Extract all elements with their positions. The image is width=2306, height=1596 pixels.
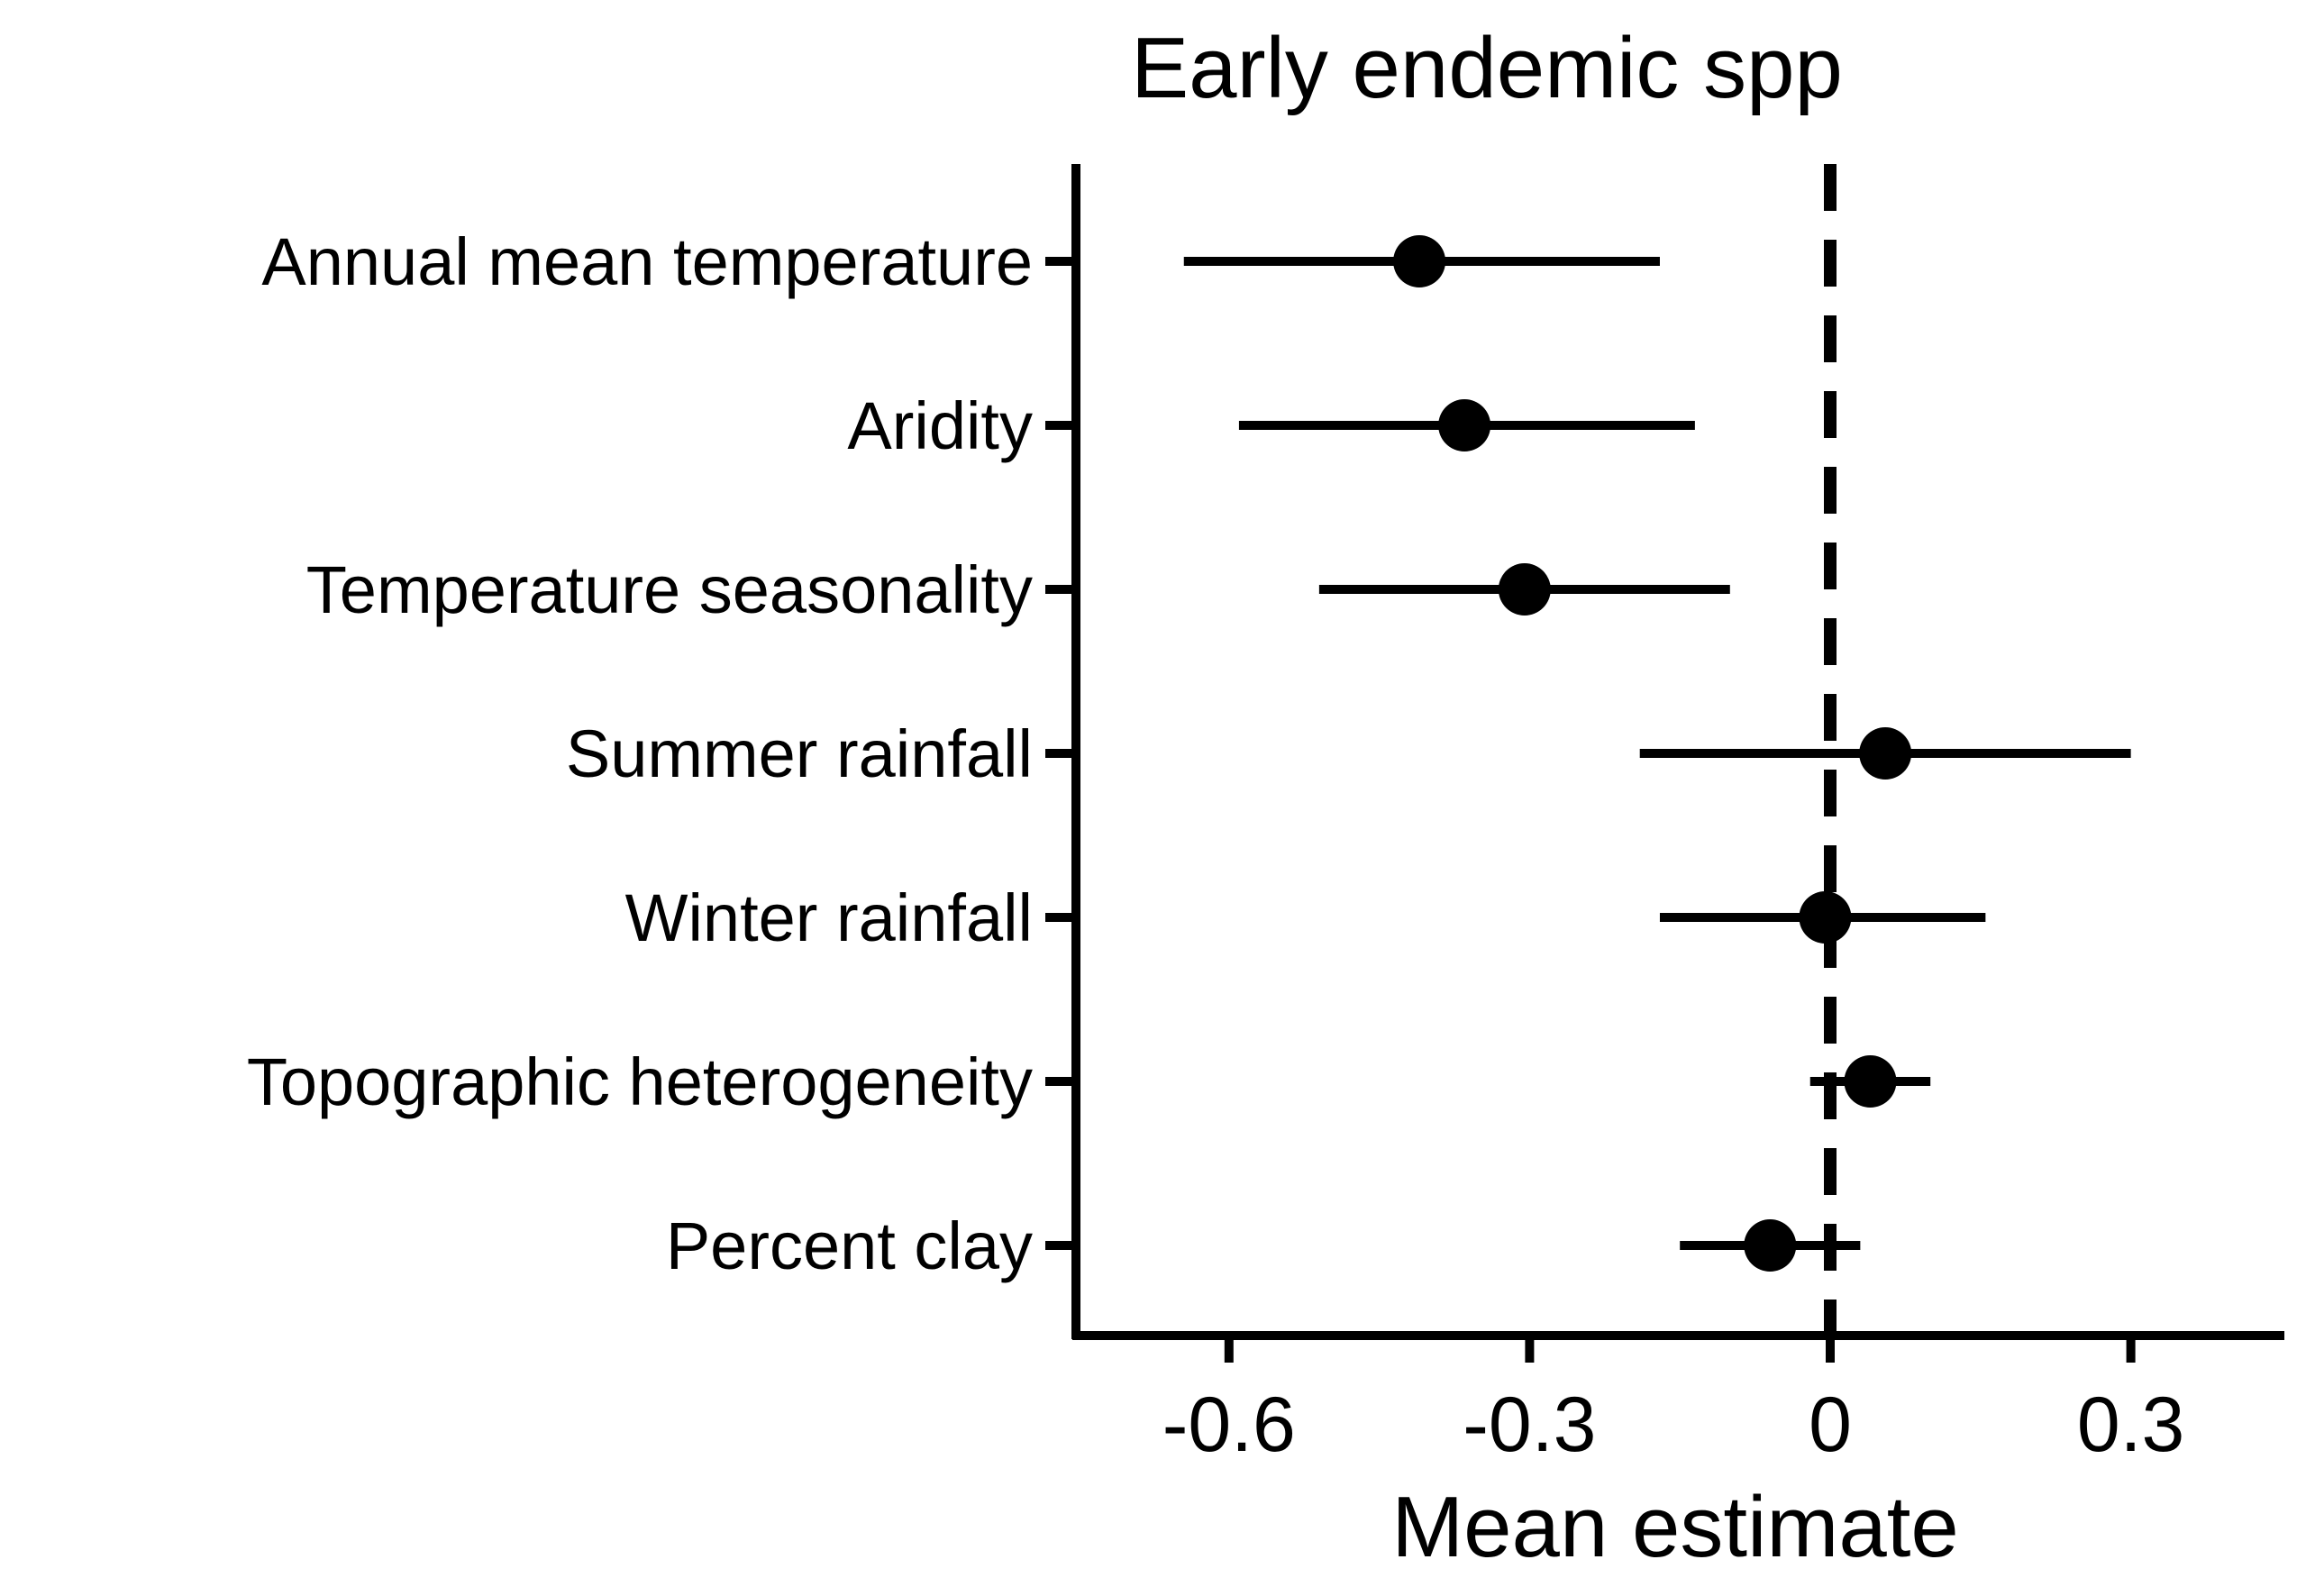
x-tick-label: -0.6 — [1162, 1382, 1296, 1468]
x-tick-label: 0.3 — [2077, 1382, 2185, 1468]
y-tick-label: Topographic heterogeneity — [247, 1044, 1033, 1119]
point-estimate — [1393, 235, 1446, 287]
y-tick-label: Percent clay — [666, 1208, 1033, 1283]
chart-title: Early endemic spp — [1131, 20, 1843, 116]
plot-area: -0.6 -0.3 0 0.3 Annual mean temperature Aridi… — [247, 164, 2284, 1468]
x-tick-label: 0 — [1809, 1382, 1852, 1468]
point-estimate — [1498, 563, 1551, 616]
y-tick-label: Summer rainfall — [566, 716, 1033, 791]
point-estimate — [1844, 1055, 1897, 1108]
point-estimate — [1438, 399, 1491, 451]
y-tick-label: Winter rainfall — [625, 880, 1033, 955]
y-tick-label: Aridity — [847, 388, 1033, 463]
x-tick-label: -0.3 — [1463, 1382, 1596, 1468]
point-estimate — [1799, 891, 1852, 944]
point-estimate — [1744, 1219, 1797, 1272]
point-estimate — [1859, 727, 1912, 780]
y-tick-label: Temperature seasonality — [306, 552, 1033, 627]
x-axis-title: Mean estimate — [1391, 1479, 1959, 1575]
y-tick-label: Annual mean temperature — [261, 224, 1033, 299]
